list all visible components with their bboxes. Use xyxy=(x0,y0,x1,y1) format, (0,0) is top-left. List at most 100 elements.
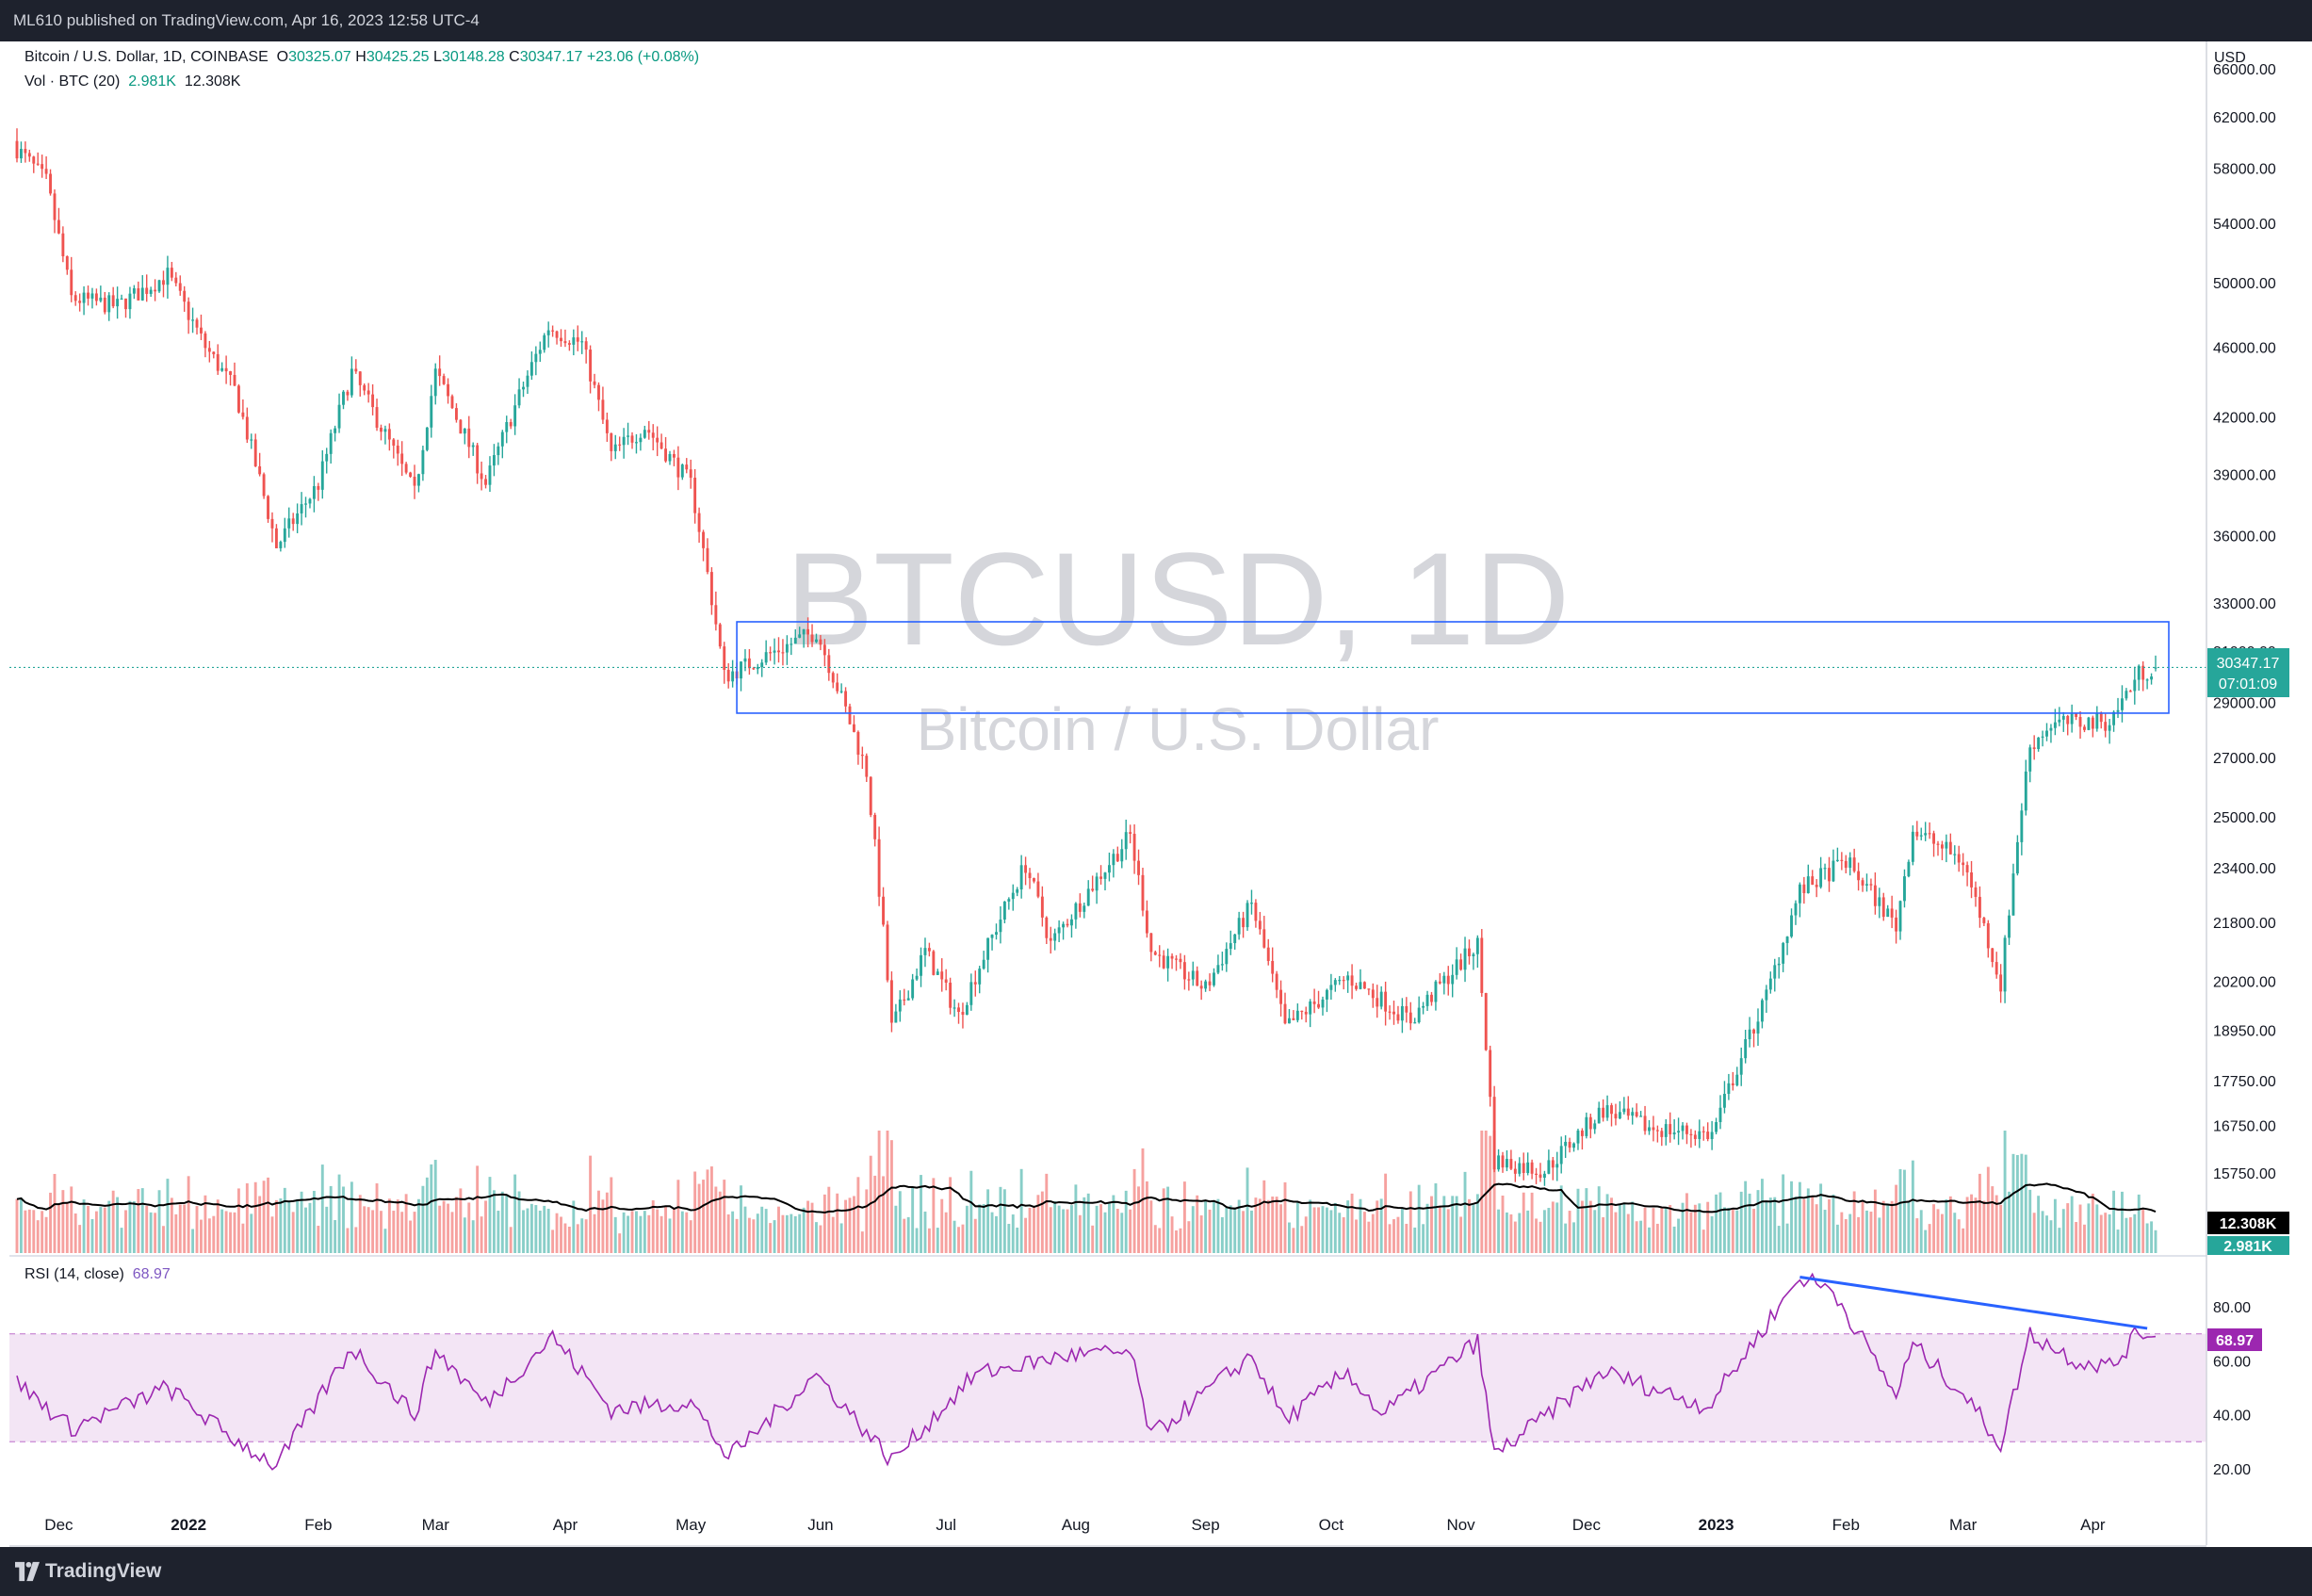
volume-bar xyxy=(279,1198,283,1253)
candle-body xyxy=(1840,859,1844,861)
volume-bar xyxy=(505,1195,509,1253)
volume-bar xyxy=(1857,1216,1861,1253)
candle-body xyxy=(1542,1173,1546,1179)
candle-body xyxy=(140,287,144,301)
volume-bar xyxy=(1400,1208,1404,1253)
volume-bar xyxy=(2083,1224,2086,1253)
candle-body xyxy=(320,461,324,490)
candle-body xyxy=(1074,903,1078,920)
rsi-legend[interactable]: RSI (14, close) 68.97 xyxy=(24,1266,171,1283)
volume-bar xyxy=(1497,1209,1501,1253)
chart-area[interactable]: BTCUSD, 1D Bitcoin / U.S. Dollar 80.00 60… xyxy=(0,41,2312,1547)
volume-bar xyxy=(1016,1227,1019,1253)
volume-bar xyxy=(1551,1201,1555,1253)
time-axis[interactable]: Dec 2022 Feb Mar Apr May Jun Jul Aug Sep Oct Nov Dec… xyxy=(44,1516,2106,1534)
candle-body xyxy=(785,643,789,653)
volume-bar xyxy=(1760,1179,1764,1253)
candle-body xyxy=(1304,1011,1308,1015)
candle-body xyxy=(1376,998,1379,1007)
volume-bar xyxy=(149,1212,153,1253)
candle-body xyxy=(1213,972,1215,985)
volume-bar xyxy=(2112,1190,2116,1253)
candle-body xyxy=(178,283,182,291)
volume-bar xyxy=(1664,1207,1668,1253)
volume-bar xyxy=(1129,1209,1132,1253)
volume-bar xyxy=(973,1218,977,1253)
candle-body xyxy=(1873,885,1877,906)
symbol-legend[interactable]: Bitcoin / U.S. Dollar, 1D, COINBASE O303… xyxy=(24,49,699,66)
candle-body xyxy=(1794,903,1798,916)
price-tick-label: 36000.00 xyxy=(2213,529,2276,546)
candle-body xyxy=(2024,771,2027,811)
price-tick-label: 54000.00 xyxy=(2213,217,2276,233)
candle-body xyxy=(567,343,571,345)
candle-body xyxy=(1049,937,1052,941)
volume-bar xyxy=(1246,1167,1249,1253)
candle-body xyxy=(693,478,697,513)
candle-body xyxy=(1522,1163,1525,1174)
candle-body xyxy=(1915,831,1919,837)
drawing-overlays[interactable] xyxy=(9,621,2206,714)
candle-body xyxy=(191,319,195,321)
candle-body xyxy=(2078,716,2082,727)
candle-body xyxy=(936,971,939,975)
volume-bar xyxy=(387,1198,391,1253)
volume-bar xyxy=(1895,1184,1898,1253)
price-tick-label: 33000.00 xyxy=(2213,596,2276,612)
volume-bar xyxy=(497,1211,500,1253)
volume-bar xyxy=(1329,1210,1333,1253)
volume-bar xyxy=(2008,1191,2011,1253)
volume-bar xyxy=(1957,1219,1961,1253)
volume-bar xyxy=(1376,1200,1379,1253)
candle-body xyxy=(1501,1155,1505,1168)
volume-bar xyxy=(995,1215,998,1253)
volume-bar xyxy=(174,1213,178,1253)
candle-body xyxy=(1321,999,1325,1008)
candle-body xyxy=(1555,1164,1559,1168)
volume-bar xyxy=(1422,1224,1425,1253)
rsi-band xyxy=(9,1333,2206,1442)
candle-body xyxy=(2045,730,2048,737)
volume-bar xyxy=(1045,1173,1049,1253)
candle-body xyxy=(1886,908,1890,918)
candle-body xyxy=(844,691,848,707)
candle-body xyxy=(986,937,990,960)
volume-bar xyxy=(1062,1209,1066,1253)
candle-body xyxy=(714,605,718,625)
candle-body xyxy=(882,896,885,925)
candle-body xyxy=(513,405,517,427)
candle-body xyxy=(380,427,383,432)
volume-bar xyxy=(1434,1183,1438,1253)
candle-body xyxy=(500,432,504,447)
candle-body xyxy=(1693,1134,1697,1139)
volume-bar xyxy=(204,1195,207,1253)
volume-bar xyxy=(396,1199,399,1253)
volume-bar xyxy=(1811,1196,1815,1253)
candle-body xyxy=(509,422,513,427)
candle-body xyxy=(819,639,822,645)
candle-body xyxy=(898,999,902,1012)
volume-bar xyxy=(250,1213,253,1253)
volume-bar xyxy=(1033,1205,1035,1253)
volume-bar xyxy=(1535,1218,1538,1253)
volume-bar xyxy=(1953,1213,1957,1253)
volume-bar xyxy=(706,1169,709,1253)
volume-bar xyxy=(1802,1198,1806,1253)
volume-bar xyxy=(1158,1228,1162,1253)
volume-bar xyxy=(1271,1197,1275,1253)
volume-bar xyxy=(1986,1166,1990,1253)
candle-body xyxy=(1002,901,1006,920)
candle-body xyxy=(1895,917,1898,932)
candle-body xyxy=(19,149,23,159)
volume-bar xyxy=(576,1224,579,1253)
candle-body xyxy=(709,572,713,606)
volume-bar xyxy=(375,1183,379,1253)
candle-body xyxy=(764,652,768,663)
volume-bar xyxy=(409,1220,413,1253)
volume-bar xyxy=(685,1212,689,1253)
volume-legend[interactable]: Vol · BTC (20) 2.981K 12.308K xyxy=(24,73,240,90)
volume-bar xyxy=(1078,1214,1082,1253)
volume-bar xyxy=(2061,1209,2065,1253)
volume-bar xyxy=(819,1225,822,1253)
volume-bar xyxy=(1614,1212,1618,1253)
